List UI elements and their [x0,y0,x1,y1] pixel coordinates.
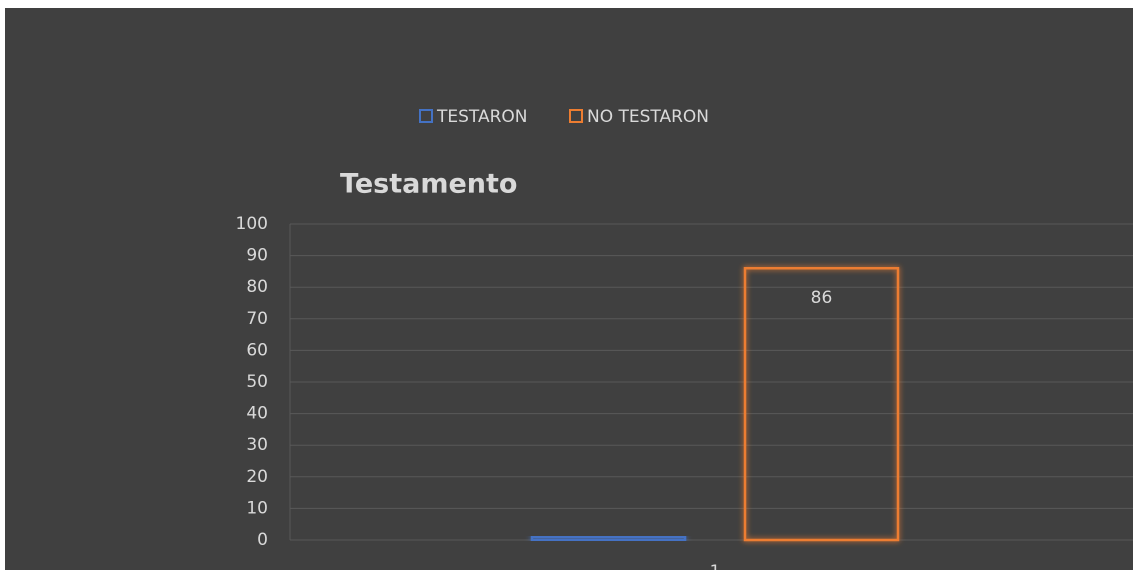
y-tick-label: 40 [246,404,268,424]
bar [530,535,687,542]
x-tick-label: 1 [710,562,721,570]
y-tick-label: 100 [236,214,268,234]
y-tick-label: 90 [246,246,268,266]
y-tick-label: 50 [246,372,268,392]
legend-swatch [569,109,583,123]
y-tick-label: 30 [246,435,268,455]
chart-title: Testamento [340,169,517,200]
legend-label: NO TESTARON [587,107,709,127]
y-tick-label: 0 [257,530,268,550]
y-tick-label: 60 [246,340,268,360]
y-tick-label: 70 [246,309,268,329]
y-tick-label: 10 [246,498,268,518]
legend-swatch [419,109,433,123]
legend-label: TESTARON [436,107,528,127]
y-tick-label: 20 [246,467,268,487]
data-label: 86 [811,288,833,308]
bar [743,266,900,542]
chart-background [5,8,1133,570]
y-tick-label: 80 [246,277,268,297]
